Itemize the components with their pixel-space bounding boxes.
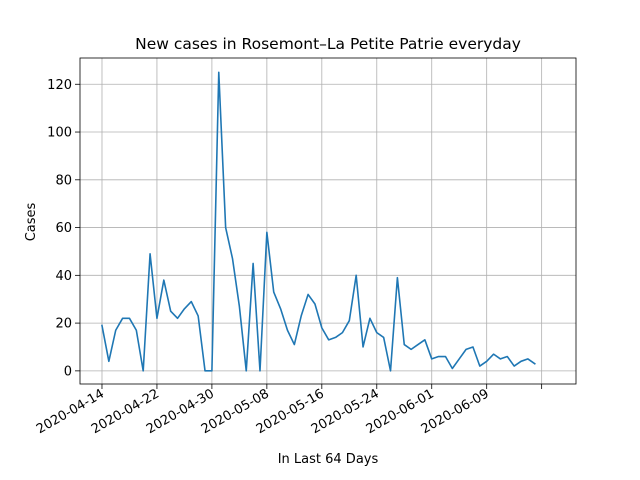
y-tick-label: 20 bbox=[55, 317, 72, 332]
grid bbox=[80, 58, 576, 384]
y-tick-label: 80 bbox=[55, 173, 72, 188]
series-layer bbox=[101, 71, 536, 372]
y-tick-label: 0 bbox=[64, 364, 72, 379]
y-tick-label: 40 bbox=[55, 269, 72, 284]
y-axis-title: Cases bbox=[24, 202, 39, 241]
plot-frame bbox=[79, 57, 577, 385]
series-line bbox=[101, 71, 536, 372]
y-tick-label: 100 bbox=[47, 126, 72, 141]
y-tick-label: 60 bbox=[55, 221, 72, 236]
y-tick-label: 120 bbox=[47, 78, 72, 93]
axes-frame bbox=[79, 57, 577, 385]
x-axis-title: In Last 64 Days bbox=[278, 452, 379, 467]
y-axis-ticks: 0 20 40 60 80 100 120 bbox=[47, 78, 80, 379]
chart-title: New cases in Rosemont–La Petite Patrie e… bbox=[135, 35, 521, 53]
